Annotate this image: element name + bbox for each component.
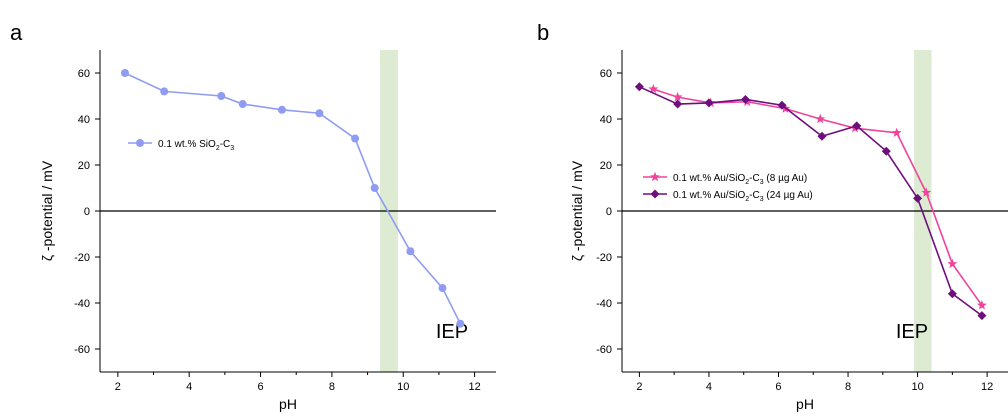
data-point [648, 83, 659, 94]
data-point [351, 134, 360, 143]
x-tick-label: 4 [186, 381, 192, 393]
data-point [881, 146, 891, 156]
data-point [977, 311, 987, 321]
y-tick-label: -40 [74, 298, 90, 310]
legend-swatch-marker [650, 171, 660, 182]
legend-entry: 0.1 wt.% Au/SiO2-C3 (24 µg Au) [673, 190, 813, 203]
legend-subscript: 3 [230, 145, 234, 152]
data-point [777, 100, 787, 110]
y-tick-label: -60 [74, 344, 90, 356]
y-tick-label: -40 [596, 298, 612, 310]
legend-entry: 0.1 wt.% SiO2-C3 [158, 139, 234, 152]
x-tick-label: 12 [981, 381, 993, 393]
legend: 0.1 wt.% SiO2-C3 [128, 139, 234, 152]
data-point [634, 82, 644, 92]
legend-entry: 0.1 wt.% Au/SiO2-C3 (8 µg Au) [673, 173, 807, 186]
y-tick-label: 0 [606, 206, 612, 218]
y-tick-label: -20 [74, 252, 90, 264]
legend-subscript: 3 [760, 179, 764, 186]
legend: 0.1 wt.% Au/SiO2-C3 (8 µg Au)0.1 wt.% Au… [643, 171, 813, 203]
legend-swatch-marker [650, 189, 660, 199]
legend-text: 0.1 wt.% SiO [158, 139, 216, 150]
y-tick-label: 40 [600, 114, 612, 126]
data-point [921, 187, 932, 197]
data-point [238, 100, 247, 109]
x-tick-label: 4 [706, 381, 712, 393]
y-axis-label: ζ -potential / mV [569, 160, 585, 261]
y-tick-label: 0 [84, 206, 90, 218]
y-tick-label: 20 [78, 160, 90, 172]
data-point [456, 319, 465, 328]
data-point [370, 184, 379, 192]
y-tick-label: 20 [600, 160, 612, 172]
x-tick-label: 6 [257, 381, 263, 393]
legend-text: -C [749, 173, 760, 184]
data-point [891, 127, 902, 138]
y-tick-label: -60 [596, 344, 612, 356]
data-point [672, 91, 683, 102]
data-point [947, 289, 957, 299]
data-point [815, 113, 826, 124]
panel-label: b [537, 20, 549, 45]
iep-label: IEP [896, 321, 928, 343]
legend-text: -C [220, 139, 231, 150]
data-point [817, 131, 827, 141]
y-tick-label: 40 [78, 114, 90, 126]
x-tick-label: 6 [775, 381, 781, 393]
x-tick-label: 2 [636, 381, 642, 393]
x-tick-label: 8 [845, 381, 851, 393]
data-point [740, 94, 750, 104]
data-point [976, 300, 987, 310]
data-point [277, 105, 286, 114]
chart-panel-b: -60 -40 -20 0 20 40 60 2 4 6 8 10 12 pH ζ -potential /… [537, 20, 1008, 412]
legend-text: 0.1 wt.% Au/SiO [673, 190, 745, 201]
x-axis-label: pH [279, 396, 297, 412]
legend-text: -C [749, 190, 760, 201]
series-1 [120, 69, 465, 328]
legend-subscript: 2 [745, 179, 749, 186]
data-point [438, 284, 447, 293]
data-point [217, 92, 226, 100]
data-point [852, 121, 862, 131]
series-2 [634, 82, 987, 321]
legend-text: 0.1 wt.% Au/SiO [673, 173, 745, 184]
y-axis-label: ζ -potential / mV [39, 160, 55, 261]
x-axis-label: pH [796, 396, 814, 412]
y-tick-label: 60 [600, 68, 612, 80]
chart-panel-a: -60 -40 -20 0 20 40 60 2 4 6 8 10 12 pH ζ -potential /… [10, 20, 496, 412]
legend-subscript: 3 [760, 196, 764, 203]
legend-swatch-marker [136, 139, 144, 147]
y-tick-label: 60 [78, 68, 90, 80]
x-tick-label: 10 [911, 381, 923, 393]
legend-text: (8 µg Au) [764, 173, 808, 184]
data-point [673, 99, 683, 109]
x-tick-label: 10 [397, 381, 409, 393]
y-tick-label: -20 [596, 252, 612, 264]
legend-subscript: 2 [745, 196, 749, 203]
x-tick-label: 8 [329, 381, 335, 393]
data-point [406, 247, 415, 256]
data-point [120, 69, 129, 77]
data-point [160, 87, 169, 96]
legend-text: (24 µg Au) [764, 190, 813, 201]
legend-subscript: 2 [216, 145, 220, 152]
series-line [124, 72, 462, 325]
x-tick-label: 2 [115, 381, 121, 393]
x-tick-label: 12 [468, 381, 480, 393]
data-point [913, 193, 923, 203]
data-point [704, 98, 714, 108]
data-point [315, 109, 324, 118]
data-point [947, 258, 958, 269]
panel-label: a [10, 20, 23, 45]
